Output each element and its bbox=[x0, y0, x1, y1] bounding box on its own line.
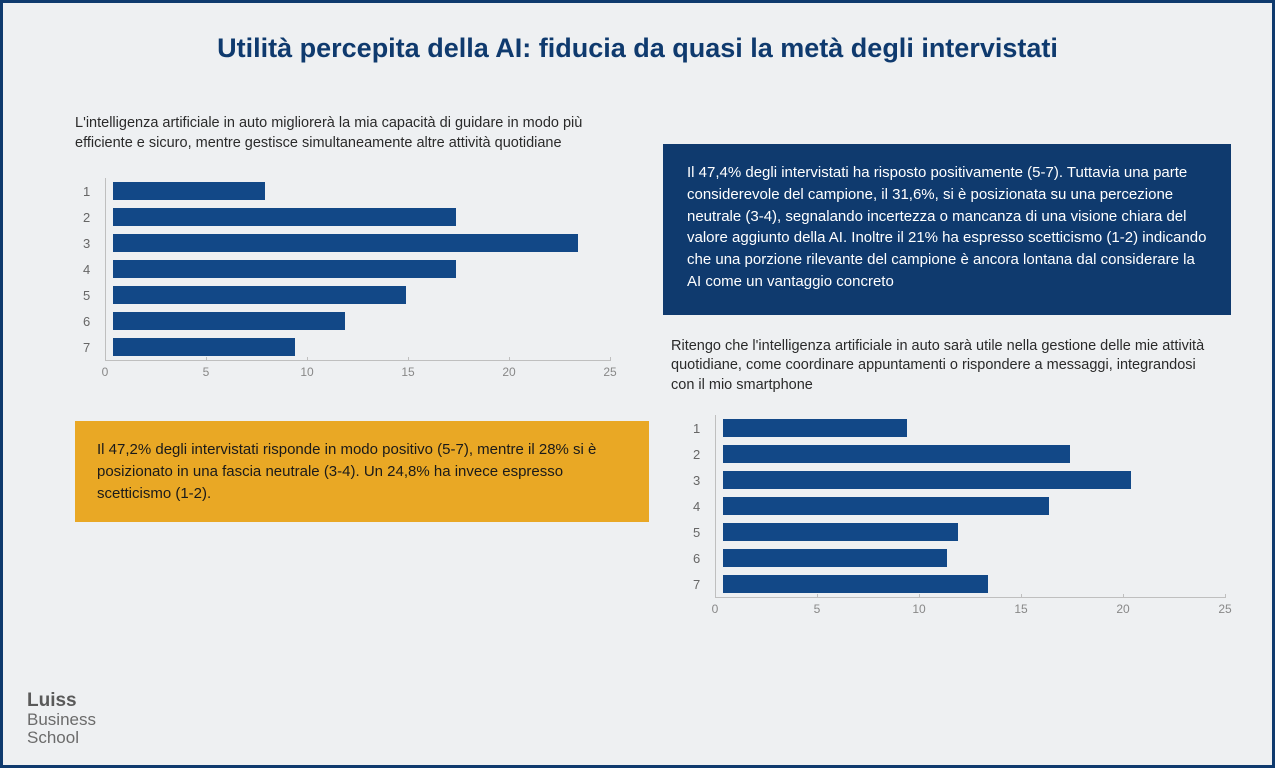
bar bbox=[723, 471, 1131, 489]
x-tick: 15 bbox=[1021, 594, 1034, 616]
category-label: 7 bbox=[75, 340, 113, 355]
chart-row: 5 bbox=[685, 519, 1225, 545]
left-chart-caption: L'intelligenza artificiale in auto migli… bbox=[75, 114, 620, 153]
x-axis: 0510152025 bbox=[715, 597, 1225, 620]
x-axis: 0510152025 bbox=[105, 360, 610, 383]
chart-row: 5 bbox=[75, 282, 620, 308]
left-column: L'intelligenza artificiale in auto migli… bbox=[75, 114, 620, 522]
logo-line2: Business bbox=[27, 711, 96, 729]
chart-row: 7 bbox=[685, 571, 1225, 597]
bar bbox=[113, 234, 578, 252]
category-label: 4 bbox=[685, 499, 723, 514]
right-column: Il 47,4% degli intervistati ha risposto … bbox=[663, 144, 1228, 620]
x-tick: 20 bbox=[1123, 594, 1136, 616]
bar bbox=[113, 338, 295, 356]
x-tick: 25 bbox=[610, 357, 623, 379]
bar bbox=[113, 208, 456, 226]
chart-row: 2 bbox=[75, 204, 620, 230]
x-tick: 5 bbox=[206, 357, 213, 379]
x-tick: 25 bbox=[1225, 594, 1238, 616]
category-label: 3 bbox=[75, 236, 113, 251]
chart-row: 4 bbox=[75, 256, 620, 282]
x-tick: 20 bbox=[509, 357, 522, 379]
bar bbox=[723, 549, 947, 567]
category-label: 5 bbox=[685, 525, 723, 540]
bar bbox=[113, 312, 345, 330]
bar bbox=[723, 419, 907, 437]
chart-row: 4 bbox=[685, 493, 1225, 519]
chart-row: 1 bbox=[685, 415, 1225, 441]
logo: Luiss Business School bbox=[27, 691, 96, 747]
category-label: 1 bbox=[685, 421, 723, 436]
x-tick: 10 bbox=[919, 594, 932, 616]
bar bbox=[113, 182, 265, 200]
bar bbox=[723, 497, 1049, 515]
x-tick: 5 bbox=[817, 594, 824, 616]
chart-row: 1 bbox=[75, 178, 620, 204]
chart-row: 6 bbox=[685, 545, 1225, 571]
chart-row: 7 bbox=[75, 334, 620, 360]
logo-line3: School bbox=[27, 729, 96, 747]
category-label: 4 bbox=[75, 262, 113, 277]
slide-frame: Utilità percepita della AI: fiducia da q… bbox=[0, 0, 1275, 768]
chart-row: 3 bbox=[75, 230, 620, 256]
category-label: 2 bbox=[685, 447, 723, 462]
chart-row: 3 bbox=[685, 467, 1225, 493]
x-tick: 10 bbox=[307, 357, 320, 379]
left-bar-chart: 1 2 3 4 5 6 7 0 5 10 15 20 25 bbox=[75, 178, 620, 383]
category-label: 1 bbox=[75, 184, 113, 199]
chart-row: 2 bbox=[685, 441, 1225, 467]
category-label: 6 bbox=[685, 551, 723, 566]
bar bbox=[723, 445, 1070, 463]
category-label: 7 bbox=[685, 577, 723, 592]
chart-row: 6 bbox=[75, 308, 620, 334]
x-tick: 0 bbox=[105, 357, 112, 379]
category-label: 3 bbox=[685, 473, 723, 488]
bar bbox=[113, 260, 456, 278]
category-label: 5 bbox=[75, 288, 113, 303]
right-bar-chart: 12345670510152025 bbox=[685, 415, 1225, 620]
navy-callout: Il 47,4% degli intervistati ha risposto … bbox=[663, 144, 1231, 315]
yellow-callout: Il 47,2% degli intervistati risponde in … bbox=[75, 421, 649, 522]
slide-title: Utilità percepita della AI: fiducia da q… bbox=[3, 33, 1272, 64]
right-chart-caption: Ritengo che l'intelligenza artificiale i… bbox=[663, 337, 1228, 396]
x-tick: 0 bbox=[715, 594, 722, 616]
bar bbox=[723, 523, 958, 541]
bar bbox=[723, 575, 988, 593]
bar bbox=[113, 286, 406, 304]
logo-line1: Luiss bbox=[27, 691, 96, 711]
content-area: L'intelligenza artificiale in auto migli… bbox=[3, 89, 1272, 719]
category-label: 2 bbox=[75, 210, 113, 225]
x-tick: 15 bbox=[408, 357, 421, 379]
category-label: 6 bbox=[75, 314, 113, 329]
